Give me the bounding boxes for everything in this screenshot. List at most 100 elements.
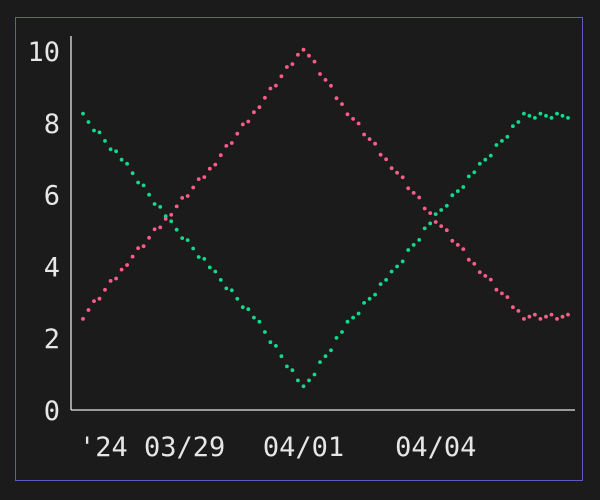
x-tick-label: '24 03/29	[79, 432, 225, 463]
data-point	[455, 189, 460, 194]
data-point	[180, 236, 185, 241]
data-point	[560, 113, 565, 118]
chart-frame	[15, 17, 583, 481]
data-point	[384, 157, 388, 162]
data-point	[268, 86, 273, 91]
data-point	[301, 47, 306, 52]
data-point	[257, 105, 262, 110]
data-point	[163, 217, 168, 221]
data-point	[422, 226, 427, 231]
data-point	[505, 295, 510, 299]
data-point	[218, 153, 223, 158]
chart-axes	[70, 36, 575, 411]
data-point	[119, 267, 124, 272]
data-point	[202, 175, 207, 180]
data-point	[152, 202, 157, 206]
data-point	[108, 279, 113, 283]
data-point	[406, 248, 411, 252]
data-point	[141, 183, 146, 188]
chart-points	[81, 47, 570, 389]
data-point	[252, 110, 256, 115]
data-point	[428, 211, 433, 216]
data-point	[323, 354, 328, 359]
data-point	[549, 312, 554, 317]
data-point	[395, 264, 399, 269]
data-point	[92, 128, 96, 133]
data-point	[400, 259, 405, 264]
data-point	[389, 166, 394, 171]
data-point	[334, 96, 339, 101]
data-point	[422, 206, 427, 211]
data-point	[263, 330, 267, 334]
data-point	[411, 191, 416, 195]
data-point	[538, 317, 543, 321]
data-point	[191, 246, 196, 251]
data-point	[444, 203, 449, 208]
data-point	[196, 255, 201, 259]
data-point	[329, 83, 333, 88]
data-point	[373, 292, 377, 297]
data-point	[307, 53, 311, 58]
data-point	[384, 278, 388, 282]
data-point	[367, 296, 372, 301]
data-point	[312, 372, 317, 377]
data-point	[246, 119, 251, 124]
data-point	[555, 111, 559, 116]
data-point	[81, 317, 85, 321]
data-point	[472, 170, 477, 175]
data-point	[169, 212, 174, 217]
data-point	[362, 132, 366, 137]
data-point	[125, 161, 129, 166]
x-tick-label: 04/01	[263, 432, 344, 463]
data-point	[334, 336, 339, 340]
data-point	[351, 315, 355, 320]
data-point	[472, 261, 477, 266]
data-point	[196, 177, 201, 182]
data-point	[224, 286, 229, 291]
data-point	[477, 270, 482, 275]
data-point	[257, 319, 262, 324]
data-point	[505, 134, 510, 139]
data-point	[191, 185, 196, 190]
data-point	[439, 224, 444, 229]
data-point	[207, 265, 212, 270]
data-point	[466, 174, 471, 179]
data-point	[428, 221, 433, 226]
data-point	[125, 263, 129, 267]
data-point	[351, 117, 355, 121]
data-point	[136, 180, 141, 185]
data-point	[296, 52, 300, 57]
data-point	[213, 269, 218, 274]
data-point	[279, 354, 284, 359]
data-point	[103, 287, 107, 292]
data-point	[444, 228, 449, 233]
data-point	[312, 59, 317, 64]
data-point	[240, 305, 245, 310]
data-point	[86, 308, 91, 312]
data-point	[373, 141, 377, 146]
data-point	[483, 274, 488, 278]
data-point	[329, 348, 333, 353]
data-point	[136, 246, 141, 251]
data-point	[527, 113, 532, 118]
data-point	[229, 288, 234, 293]
data-point	[340, 330, 344, 334]
data-point	[147, 192, 152, 197]
data-point	[103, 139, 107, 143]
data-point	[544, 113, 548, 118]
x-tick-label: 04/04	[395, 432, 476, 463]
data-point	[538, 111, 543, 116]
data-point	[141, 244, 146, 249]
data-point	[522, 111, 526, 116]
data-point	[252, 315, 256, 320]
data-point	[323, 78, 328, 82]
data-point	[224, 144, 229, 148]
data-point	[450, 238, 455, 243]
data-point	[411, 243, 416, 247]
data-point	[290, 368, 295, 373]
data-point	[152, 227, 157, 232]
data-point	[461, 185, 466, 189]
data-point	[274, 83, 278, 88]
data-point	[268, 340, 273, 345]
data-point	[516, 309, 521, 313]
